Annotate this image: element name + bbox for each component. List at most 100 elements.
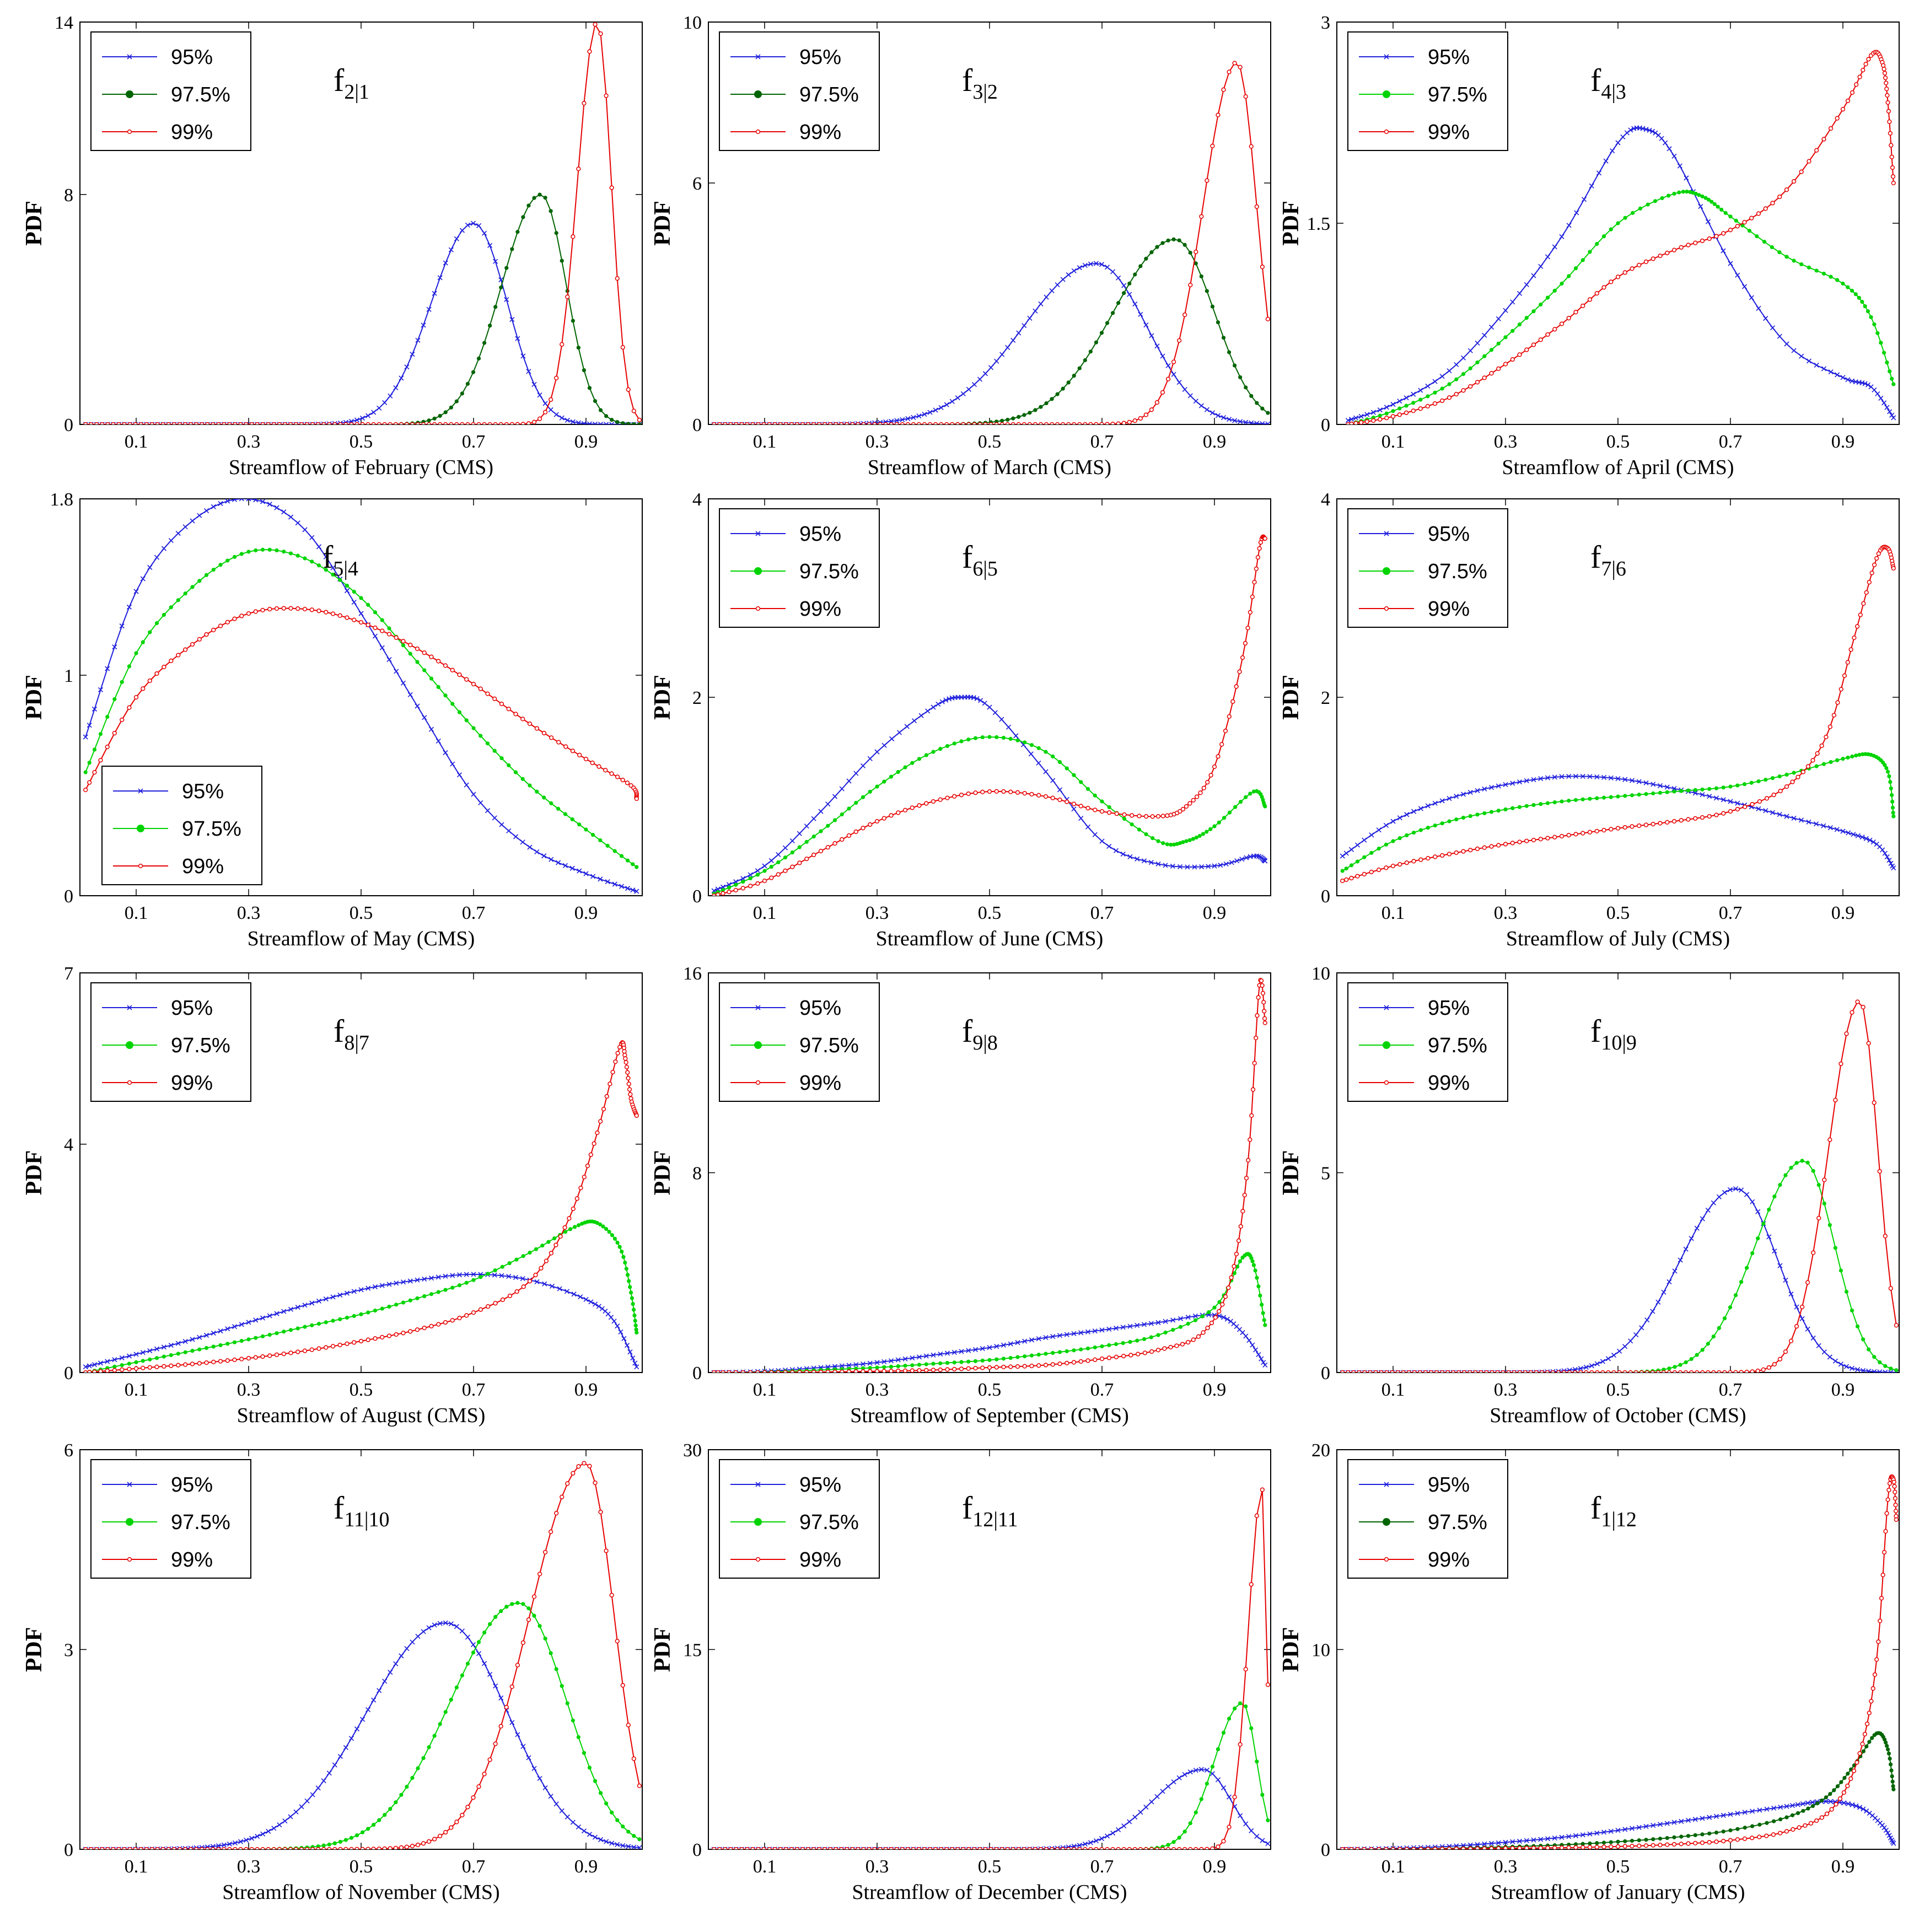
data-point-marker (556, 860, 561, 865)
data-point-marker (1717, 1326, 1721, 1330)
data-point-marker (531, 419, 537, 424)
data-point-marker (966, 737, 971, 742)
data-point-marker (120, 680, 124, 684)
data-point-marker (1255, 1759, 1259, 1764)
data-point-marker (410, 1843, 415, 1849)
data-point-marker (1233, 363, 1237, 368)
data-point-marker (218, 1359, 223, 1364)
data-point-marker (134, 1360, 138, 1364)
data-point-marker (1404, 395, 1409, 401)
data-point-marker (1750, 801, 1755, 807)
data-point-marker (1828, 126, 1834, 131)
data-point-marker (1467, 1842, 1473, 1848)
data-point-marker (1138, 311, 1143, 317)
x-tick-label: 0.1 (125, 1856, 148, 1877)
data-point-marker (1503, 335, 1508, 340)
data-point-marker (712, 422, 717, 424)
data-point-marker (1517, 1370, 1522, 1373)
data-point-marker (1728, 228, 1733, 233)
y-tick-label: 30 (683, 1440, 702, 1461)
data-point-marker (399, 375, 404, 381)
data-point-marker (615, 1818, 620, 1822)
data-point-marker (818, 809, 824, 814)
legend-marker (137, 825, 144, 832)
data-point-marker (570, 749, 576, 754)
data-point-marker (1827, 1223, 1832, 1228)
data-point-marker (408, 1329, 413, 1334)
data-point-marker (1545, 1836, 1551, 1842)
data-point-marker (999, 422, 1004, 424)
data-point-marker (303, 556, 307, 561)
data-point-marker (1852, 635, 1857, 641)
data-point-marker (1036, 760, 1041, 766)
data-point-marker (554, 231, 558, 235)
data-point-marker (1022, 323, 1027, 329)
data-point-marker (1029, 1337, 1035, 1343)
data-point-marker (401, 1300, 406, 1305)
data-point-marker (1848, 1776, 1853, 1781)
data-point-marker (1889, 154, 1894, 159)
data-point-marker (436, 1290, 440, 1294)
data-point-marker (1257, 546, 1262, 551)
data-point-marker (1221, 415, 1227, 421)
data-point-marker (1771, 1805, 1777, 1811)
data-point-marker (1765, 1821, 1769, 1825)
data-point-marker (549, 209, 553, 213)
data-point-marker (816, 422, 822, 424)
data-point-marker (448, 1621, 454, 1627)
data-point-marker (310, 1792, 315, 1798)
data-point-marker (288, 1350, 293, 1355)
data-point-marker (598, 408, 603, 412)
data-point-marker (166, 422, 171, 424)
data-point-marker (1023, 1354, 1027, 1359)
data-point-marker (1864, 590, 1869, 595)
data-point-marker (1221, 1315, 1227, 1320)
data-point-marker (861, 826, 865, 831)
data-point-marker (225, 558, 230, 563)
data-point-marker (1022, 1338, 1028, 1344)
data-point-marker (944, 1350, 950, 1356)
x-tick-label: 0.5 (350, 903, 373, 923)
data-point-marker (627, 1279, 631, 1283)
data-point-marker (1885, 1830, 1891, 1836)
data-point-marker (415, 1277, 420, 1283)
data-point-marker (1044, 1352, 1048, 1356)
data-point-marker (825, 844, 830, 850)
data-point-marker (1432, 401, 1438, 406)
data-point-marker (1550, 1370, 1556, 1373)
data-point-marker (89, 422, 94, 424)
data-point-marker (299, 422, 304, 424)
data-point-marker (456, 772, 463, 778)
data-point-marker (1397, 836, 1402, 841)
data-point-marker (1794, 1304, 1799, 1310)
data-point-marker (1885, 100, 1890, 105)
data-point-marker (543, 1637, 547, 1641)
data-point-marker (1186, 1321, 1190, 1326)
data-point-marker (449, 405, 453, 410)
data-point-marker (1216, 1844, 1221, 1849)
data-point-marker (1092, 832, 1098, 837)
data-point-marker (127, 1366, 132, 1371)
data-point-marker (382, 422, 387, 424)
data-point-marker (717, 422, 722, 424)
data-point-marker (1767, 1207, 1771, 1212)
data-point-marker (221, 1842, 227, 1848)
data-point-marker (1194, 1847, 1198, 1849)
data-point-marker (134, 651, 138, 655)
data-point-marker (1440, 853, 1445, 858)
data-point-marker (460, 1812, 465, 1818)
data-point-marker (939, 699, 945, 704)
data-point-marker (1643, 1823, 1649, 1829)
data-point-marker (1136, 1352, 1141, 1357)
data-point-marker (805, 1847, 811, 1849)
data-point-marker (183, 647, 188, 652)
data-point-marker (755, 606, 761, 611)
data-point-marker (358, 1338, 364, 1344)
data-point-marker (515, 230, 520, 234)
data-point-marker (371, 422, 376, 424)
data-point-marker (590, 832, 595, 837)
data-point-marker (755, 868, 760, 874)
data-point-marker (1651, 821, 1655, 827)
data-point-marker (1628, 1338, 1633, 1344)
data-point-marker (267, 547, 272, 552)
